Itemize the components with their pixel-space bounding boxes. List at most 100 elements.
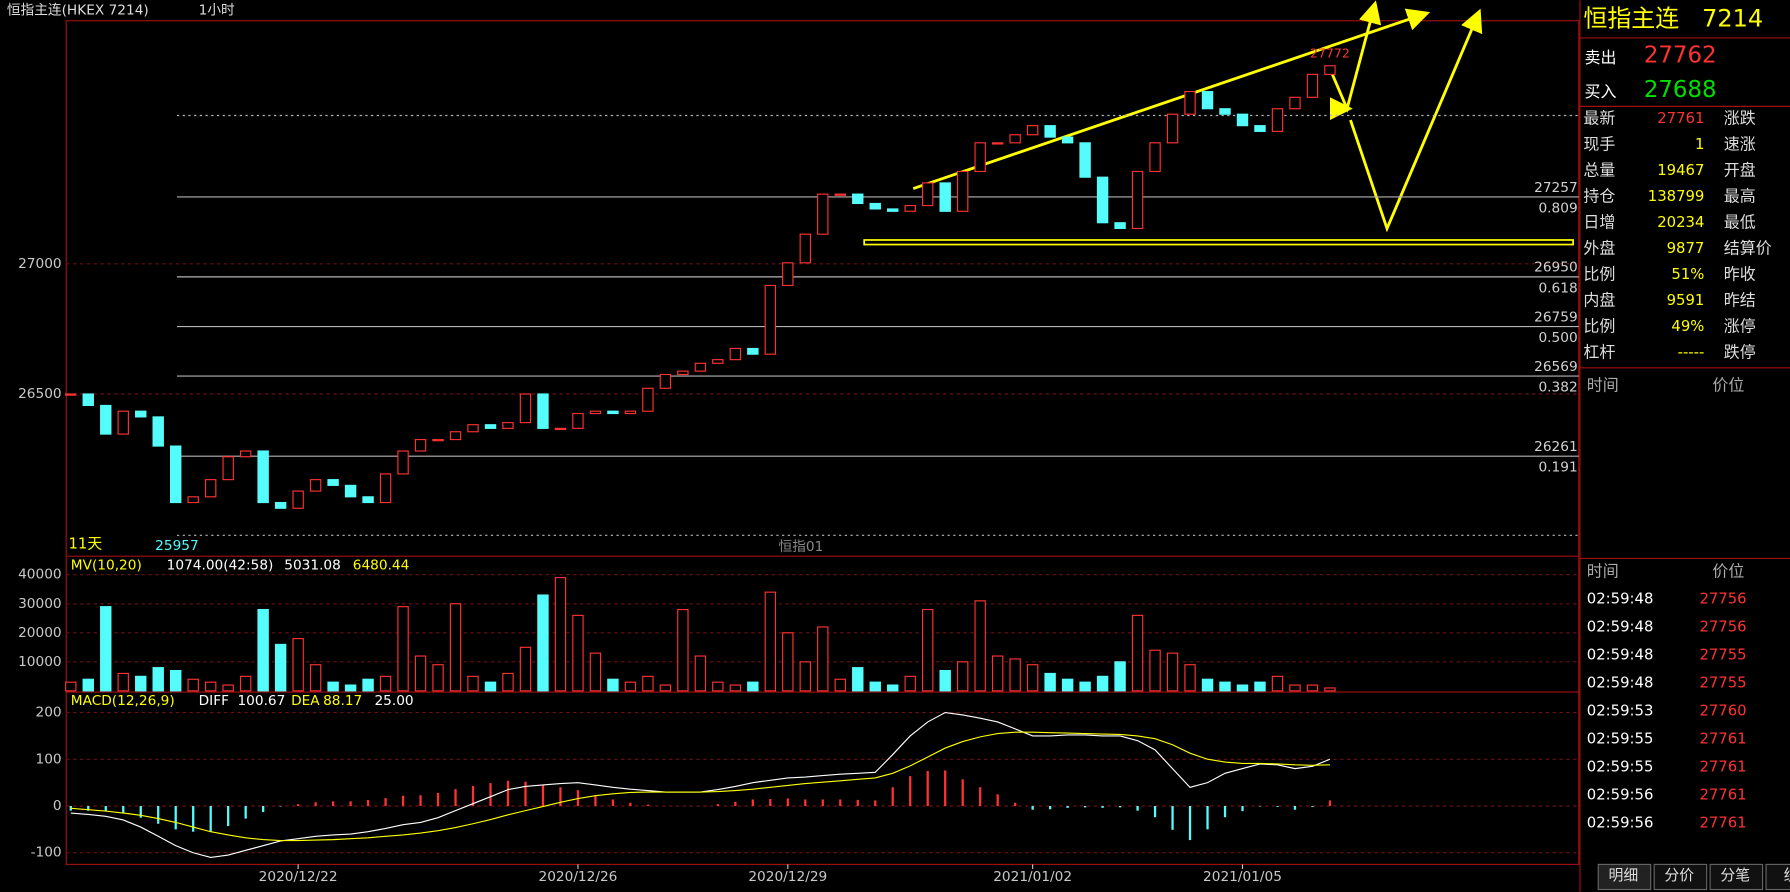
candle [1324, 65, 1336, 75]
candle [1061, 136, 1074, 144]
field-label: 内盘 [1583, 291, 1615, 310]
field-label: 涨跌 [1724, 108, 1756, 127]
volume-bar [712, 681, 724, 692]
field-value: 1 [1695, 136, 1704, 153]
candle [939, 182, 951, 212]
quote-code: 7214 [1702, 5, 1763, 33]
candle [379, 473, 392, 504]
field-label: 昨收 [1724, 265, 1756, 284]
volume-bar [817, 626, 829, 692]
volume-bar [1114, 661, 1126, 692]
volume-bar [1044, 672, 1056, 692]
y-tick-label: 27000 [18, 256, 62, 272]
tab-label[interactable]: 分价 [1664, 867, 1694, 884]
fib-price: 26950 [1534, 260, 1578, 276]
tab[interactable] [1765, 863, 1790, 891]
volume-bar [834, 678, 846, 692]
fib-price: 27257 [1534, 180, 1578, 196]
fib-ratio: 0.191 [1538, 460, 1577, 476]
candle [65, 393, 77, 396]
y-tick-label: 200 [36, 705, 62, 721]
tab-label[interactable]: 明细 [1608, 867, 1638, 884]
volume-bar [537, 594, 549, 692]
candle [1009, 134, 1021, 144]
fib-price: 26569 [1534, 359, 1578, 375]
volume-bar [344, 684, 357, 692]
x-tick-label: 2021/01/02 [993, 869, 1072, 885]
volume-bar [239, 675, 252, 692]
volume-bar [677, 608, 689, 692]
candle [170, 445, 182, 504]
fib-ratio: 0.618 [1538, 280, 1577, 296]
projection-arrow [1328, 0, 1382, 114]
trend-line [912, 8, 1431, 190]
field-label: 比例 [1583, 317, 1615, 336]
candle [1096, 176, 1109, 224]
tab-label[interactable]: 分笔 [1720, 867, 1750, 884]
candle [187, 496, 199, 504]
volume-bar [292, 638, 304, 692]
candle [239, 450, 252, 458]
volume-bar [922, 608, 934, 692]
candle [1026, 125, 1039, 136]
fib-ratio: 0.500 [1538, 330, 1577, 346]
volume-bar [747, 681, 759, 692]
chart-frame [65, 20, 1580, 865]
y-tick-label: 10000 [18, 654, 62, 670]
volume-bar [1236, 684, 1249, 692]
volume-bar [135, 675, 147, 692]
volume-bar [222, 684, 234, 692]
volume-bar [956, 661, 969, 692]
projection-arrow [1349, 8, 1483, 233]
candle [624, 410, 637, 415]
tick-price: 27760 [1699, 702, 1746, 719]
candle [432, 438, 444, 442]
candle [1114, 222, 1126, 230]
tab[interactable] [1709, 863, 1764, 891]
volume-bar [607, 678, 619, 692]
volume-bar [729, 684, 742, 692]
period-selector[interactable]: 1小时 [199, 2, 235, 18]
volume-bar [991, 655, 1004, 692]
tab-label[interactable]: 统 [1784, 867, 1790, 884]
candle [519, 393, 532, 424]
volume-bar [659, 684, 672, 692]
tick-price: 27761 [1699, 730, 1746, 747]
volume-bar [887, 684, 899, 692]
volume-bar [939, 669, 951, 692]
candle [922, 182, 934, 207]
candle [729, 347, 742, 361]
window-title: 恒指主连(HKEX 7214) [7, 2, 149, 18]
candle [572, 412, 584, 429]
tick-price: 27761 [1699, 814, 1746, 831]
contract-label: 恒指01 [779, 539, 824, 555]
volume-bar [100, 606, 112, 692]
tab[interactable] [1653, 863, 1708, 891]
x-tick-label: 2021/01/05 [1203, 869, 1282, 885]
column-header: 价位 [1712, 376, 1744, 395]
tick-price: 27756 [1699, 619, 1746, 636]
candle [135, 410, 147, 418]
fib-price: 26261 [1534, 439, 1578, 455]
x-tick-label: 2020/12/22 [259, 869, 338, 885]
ma10-value: 5031.08 [284, 557, 341, 573]
macd-value: 25.00 [374, 693, 413, 709]
volume-bar [519, 646, 532, 692]
diff-value: 100.67 [237, 693, 285, 709]
volume-bar [414, 655, 427, 692]
tick-time: 02:59:48 [1587, 591, 1654, 608]
candle [100, 404, 112, 435]
fib-ratio: 0.809 [1538, 200, 1577, 216]
candle [554, 427, 567, 431]
tick-time: 02:59:53 [1587, 702, 1654, 719]
fib-ratio: 0.382 [1538, 379, 1577, 395]
volume-bar [589, 652, 602, 692]
dea-value: 88.17 [323, 693, 362, 709]
field-value: 49% [1671, 318, 1704, 335]
tick-time: 02:59:55 [1587, 758, 1654, 775]
volume-bar [362, 678, 374, 692]
tab[interactable] [1597, 863, 1652, 891]
candle [607, 410, 619, 415]
